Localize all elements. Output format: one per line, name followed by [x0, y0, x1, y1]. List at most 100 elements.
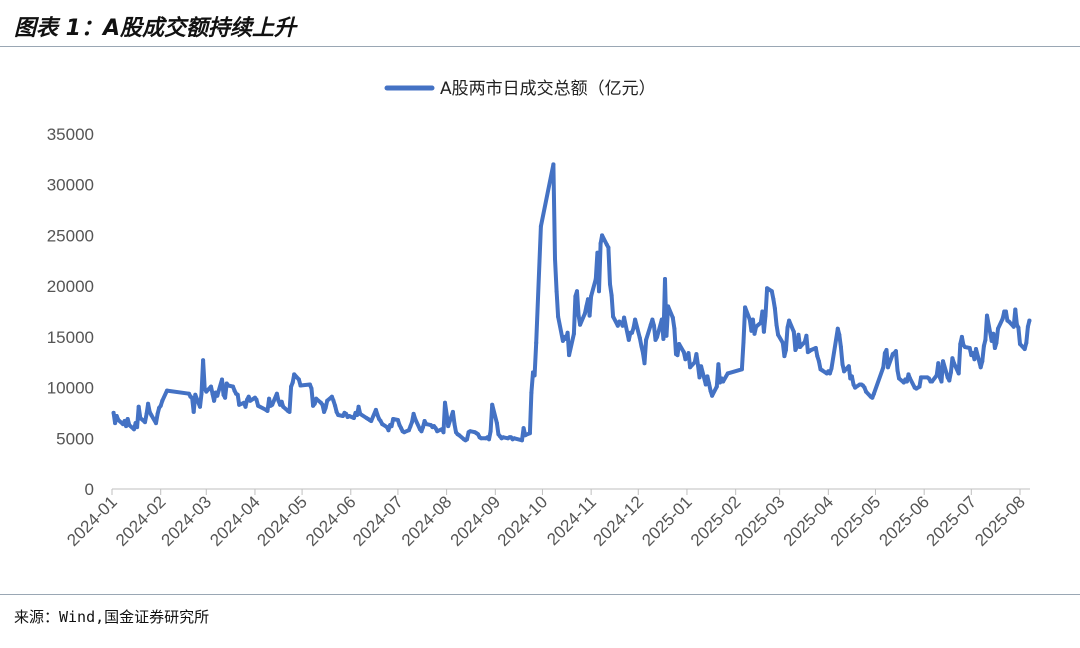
data-point: [816, 359, 821, 364]
data-point: [765, 286, 770, 291]
data-point: [707, 381, 711, 386]
data-point: [446, 424, 451, 429]
data-point: [937, 375, 942, 380]
data-point: [386, 428, 391, 433]
data-point: [322, 409, 327, 414]
data-point: [307, 382, 312, 387]
data-point: [248, 398, 253, 403]
data-point: [220, 377, 224, 382]
data-point: [589, 294, 594, 299]
data-point: [752, 331, 757, 336]
data-point: [582, 311, 587, 316]
data-point: [985, 313, 989, 318]
data-point: [439, 427, 444, 432]
data-point: [488, 429, 493, 434]
x-tick-label: 2025-06: [875, 492, 933, 550]
data-point: [917, 384, 922, 389]
data-point: [289, 384, 294, 389]
data-point: [125, 417, 130, 421]
data-point: [309, 386, 314, 391]
data-point: [221, 392, 226, 397]
data-point: [941, 359, 945, 364]
data-point: [959, 334, 964, 339]
data-point: [719, 376, 724, 381]
data-point: [1007, 319, 1011, 324]
data-point: [644, 337, 649, 342]
data-point: [936, 361, 941, 366]
data-point: [329, 394, 334, 399]
series-line-turnover: [111, 162, 1032, 443]
data-point: [641, 351, 645, 356]
data-point: [323, 405, 328, 410]
data-point: [138, 416, 143, 420]
data-point: [411, 411, 416, 416]
data-point: [494, 421, 499, 426]
data-point: [992, 346, 997, 350]
data-point: [945, 375, 950, 380]
data-point: [609, 293, 614, 298]
data-point: [245, 397, 250, 402]
data-point: [978, 365, 983, 370]
data-point: [270, 402, 275, 407]
data-point: [122, 419, 127, 423]
x-tick-label: 2024-11: [543, 492, 600, 549]
data-point: [718, 380, 722, 385]
data-point: [534, 340, 539, 345]
data-point: [551, 162, 556, 167]
data-point: [246, 394, 251, 399]
x-tick-label: 2025-05: [827, 492, 885, 550]
data-point: [958, 342, 963, 346]
data-point: [686, 351, 691, 356]
data-point: [798, 345, 803, 349]
data-point: [215, 393, 220, 398]
data-point: [721, 379, 726, 384]
x-tick-label: 2024-04: [206, 492, 264, 550]
data-point: [344, 411, 349, 416]
data-point: [111, 410, 116, 415]
data-point: [553, 256, 557, 261]
data-point: [465, 437, 469, 442]
data-point: [750, 317, 755, 322]
data-point: [532, 373, 537, 378]
data-point: [375, 413, 380, 417]
data-point: [531, 370, 535, 375]
data-point: [769, 289, 774, 294]
data-point: [760, 309, 765, 314]
data-point: [267, 396, 272, 401]
data-point: [501, 435, 506, 440]
data-point: [739, 367, 744, 372]
data-point: [334, 409, 339, 414]
data-point: [336, 413, 341, 417]
data-point: [639, 344, 644, 348]
data-point: [708, 388, 713, 393]
data-point: [487, 437, 491, 442]
data-point: [871, 391, 876, 396]
data-point: [838, 345, 843, 349]
data-point: [967, 346, 972, 350]
data-point: [908, 376, 912, 381]
y-tick-label: 0: [85, 480, 94, 499]
data-point: [443, 400, 447, 405]
data-point: [849, 374, 854, 379]
data-point: [774, 322, 779, 327]
data-point: [191, 409, 196, 414]
data-point: [190, 395, 195, 400]
data-point: [650, 317, 655, 322]
data-point: [926, 376, 931, 381]
data-point: [147, 409, 152, 414]
data-point: [146, 401, 151, 406]
data-point: [794, 345, 799, 349]
data-point: [600, 233, 605, 238]
data-point: [408, 424, 413, 429]
data-point: [956, 371, 961, 376]
data-point: [564, 336, 568, 341]
data-point: [996, 326, 1000, 331]
data-point: [1014, 322, 1019, 327]
data-point: [804, 333, 809, 338]
data-point: [633, 317, 638, 322]
data-point: [950, 356, 955, 361]
data-point: [114, 414, 119, 418]
x-tick-label: 2024-08: [398, 492, 456, 550]
data-point: [243, 404, 248, 409]
data-point: [422, 419, 427, 423]
